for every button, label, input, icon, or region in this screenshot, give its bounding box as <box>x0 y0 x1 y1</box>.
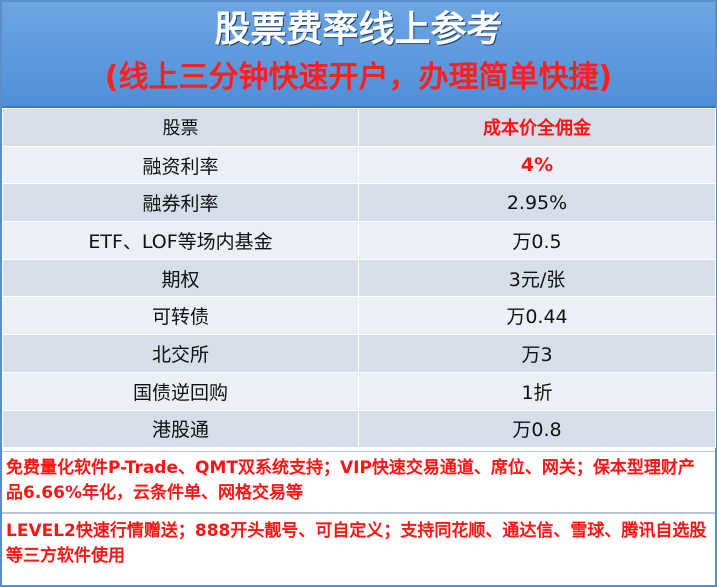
row-item: 可转债 <box>2 296 359 336</box>
row-item: 融资利率 <box>2 145 359 185</box>
row-value: 万0.44 <box>358 296 716 336</box>
table-row: 港股通 万0.8 <box>2 409 716 449</box>
table-header-row: 股票 成本价全佣金 <box>2 108 716 147</box>
column-header-item: 股票 <box>2 108 359 147</box>
table-row: 融资利率 4% <box>2 145 716 185</box>
row-value: 1折 <box>358 371 716 411</box>
promo-note-software: 免费量化软件P-Trade、QMT双系统支持；VIP快速交易通道、席位、网关；保… <box>2 451 715 511</box>
page-subtitle: (线上三分钟快速开户，办理简单快捷) <box>104 60 613 95</box>
promo-note-level2: LEVEL2快速行情赠送；888开头靓号、可自定义；支持同花顺、通达信、雪球、腾… <box>2 512 715 585</box>
table-row: 期权 3元/张 <box>2 258 716 298</box>
row-value: 万0.8 <box>358 409 716 449</box>
row-item: 北交所 <box>2 334 359 373</box>
header-banner: 股票费率线上参考 (线上三分钟快速开户，办理简单快捷) <box>2 2 715 108</box>
fee-table: 股票 成本价全佣金 融资利率 4% 融券利率 2.95% ETF、LOF等场内基… <box>2 108 716 449</box>
page-title: 股票费率线上参考 <box>214 9 503 50</box>
row-value: 2.95% <box>358 183 716 223</box>
row-value: 万3 <box>358 334 716 373</box>
row-value: 4% <box>358 145 716 185</box>
row-item: 港股通 <box>2 409 359 449</box>
table-row: 国债逆回购 1折 <box>2 371 716 411</box>
row-item: 融券利率 <box>2 183 359 223</box>
row-value: 万0.5 <box>358 221 716 260</box>
column-header-value: 成本价全佣金 <box>358 108 716 147</box>
table-row: 北交所 万3 <box>2 334 716 373</box>
row-item: 国债逆回购 <box>2 371 359 411</box>
row-item: 期权 <box>2 258 359 298</box>
table-row: 融券利率 2.95% <box>2 183 716 223</box>
table-row: ETF、LOF等场内基金 万0.5 <box>2 221 716 260</box>
row-item: ETF、LOF等场内基金 <box>2 221 359 260</box>
row-value: 3元/张 <box>358 258 716 298</box>
table-row: 可转债 万0.44 <box>2 296 716 336</box>
